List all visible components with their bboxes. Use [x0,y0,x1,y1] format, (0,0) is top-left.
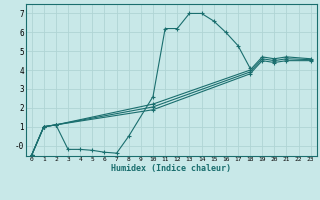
X-axis label: Humidex (Indice chaleur): Humidex (Indice chaleur) [111,164,231,173]
